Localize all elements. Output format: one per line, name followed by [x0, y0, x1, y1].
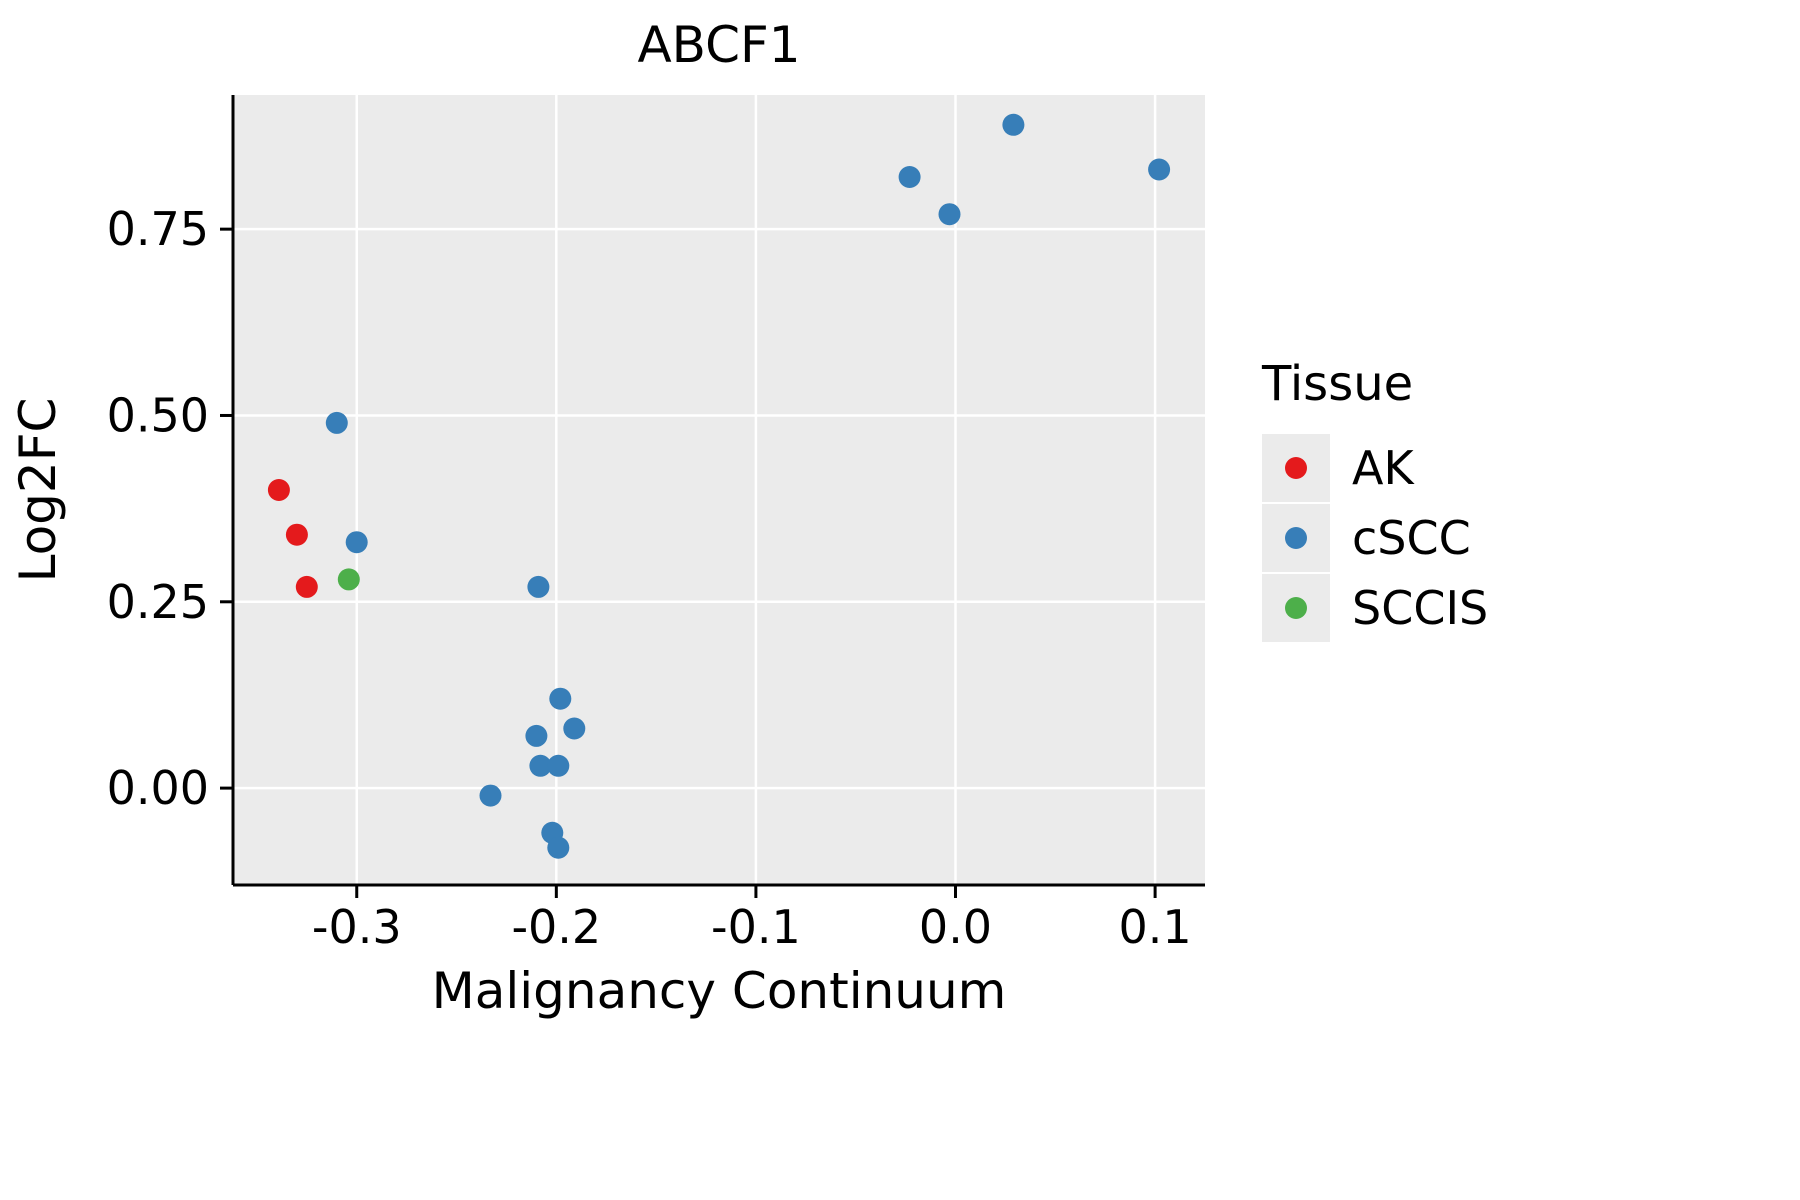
legend-label-cSCC: cSCC — [1352, 511, 1471, 565]
x-tick-label: 0.0 — [919, 900, 992, 954]
data-points — [267, 113, 1171, 859]
legend-label-SCCIS: SCCIS — [1352, 581, 1488, 635]
point-cSCC — [938, 203, 961, 226]
point-cSCC — [529, 754, 552, 777]
legend-keys: AK cSCC SCCIS — [1262, 434, 1488, 642]
x-tick-label: -0.1 — [711, 900, 801, 954]
point-cSCC — [898, 166, 921, 188]
y-tick-label: 0.00 — [107, 761, 209, 815]
point-cSCC — [547, 836, 570, 859]
point-cSCC — [1002, 113, 1025, 136]
y-axis-label: Log2FC — [9, 398, 67, 583]
point-cSCC — [479, 784, 502, 807]
point-cSCC — [549, 687, 572, 710]
point-cSCC — [325, 411, 348, 434]
point-cSCC — [525, 724, 548, 747]
point-cSCC — [547, 754, 570, 777]
gridlines — [233, 95, 1205, 885]
legend-key-point-SCCIS — [1285, 597, 1307, 619]
y-tick-label: 0.50 — [107, 388, 209, 442]
chart-title: ABCF1 — [637, 16, 800, 74]
tick-labels: -0.3 -0.2 -0.1 0.0 0.1 0.00 0.25 0.50 0.75 — [107, 202, 1192, 954]
point-AK — [267, 479, 290, 501]
y-tick-label: 0.25 — [107, 575, 209, 629]
y-tick-label: 0.75 — [107, 202, 209, 256]
x-tick-label: -0.2 — [511, 900, 601, 954]
x-tick-label: -0.3 — [312, 900, 402, 954]
point-SCCIS — [337, 568, 360, 591]
legend-key-point-cSCC — [1285, 527, 1307, 549]
point-cSCC — [563, 717, 586, 740]
x-axis-label: Malignancy Continuum — [432, 962, 1007, 1020]
point-cSCC — [527, 575, 550, 598]
point-AK — [285, 523, 308, 546]
axis-lines — [220, 95, 1205, 898]
point-cSCC — [345, 531, 368, 554]
point-cSCC — [1148, 158, 1171, 181]
legend-key-point-AK — [1285, 457, 1307, 479]
point-AK — [295, 575, 318, 598]
legend-title: Tissue — [1261, 356, 1413, 412]
x-tick-label: 0.1 — [1119, 900, 1192, 954]
legend: Tissue AK cSCC SCCIS — [1261, 356, 1488, 642]
plot-panel — [233, 95, 1205, 885]
legend-label-AK: AK — [1352, 441, 1415, 495]
